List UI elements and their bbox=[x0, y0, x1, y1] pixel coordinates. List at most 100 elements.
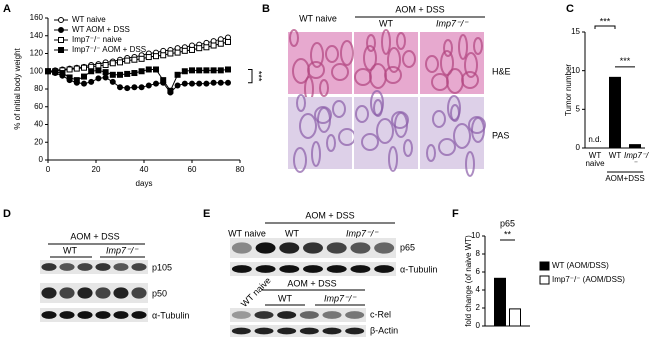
y-axis-label: % of initial body weight bbox=[13, 48, 22, 130]
band-label: p105 bbox=[152, 262, 172, 272]
marker bbox=[145, 54, 152, 61]
marker bbox=[73, 77, 80, 84]
marker bbox=[203, 44, 210, 51]
tissue bbox=[381, 29, 391, 55]
marker bbox=[145, 82, 152, 89]
marker bbox=[217, 40, 224, 47]
blot-band bbox=[299, 311, 319, 319]
marker bbox=[189, 80, 195, 87]
marker bbox=[58, 37, 64, 43]
y-tick-label: 20 bbox=[34, 137, 43, 146]
blot-band bbox=[326, 242, 347, 254]
tissue bbox=[363, 45, 377, 71]
bar bbox=[494, 277, 506, 327]
marker bbox=[225, 66, 231, 73]
band-label: c-Rel bbox=[370, 309, 391, 319]
group-header: AOM + DSS bbox=[287, 278, 336, 288]
blot-band bbox=[326, 265, 347, 273]
legend-label: Imp7⁻/⁻ (AOM/DSS) bbox=[552, 275, 625, 284]
band-label: p65 bbox=[400, 242, 415, 252]
marker bbox=[210, 67, 217, 74]
marker bbox=[124, 70, 131, 77]
marker bbox=[167, 50, 174, 57]
marker bbox=[95, 67, 102, 74]
y-tick-label: 6 bbox=[476, 267, 481, 276]
bar bbox=[629, 144, 641, 148]
significance: *** bbox=[620, 56, 631, 66]
significance: *** bbox=[600, 16, 611, 26]
blot-band bbox=[113, 311, 129, 319]
blot-band bbox=[350, 265, 371, 273]
blot-band bbox=[41, 311, 57, 319]
tissue bbox=[468, 116, 486, 134]
blot-band bbox=[113, 263, 129, 271]
band-label: β-Actin bbox=[370, 325, 398, 335]
column-header: Imp7⁻/⁻ bbox=[324, 293, 357, 303]
marker bbox=[73, 65, 80, 72]
tissue bbox=[388, 146, 398, 172]
marker bbox=[153, 66, 159, 73]
marker bbox=[138, 55, 145, 62]
marker bbox=[167, 87, 174, 94]
blot-band bbox=[231, 327, 251, 335]
tissue bbox=[432, 110, 446, 128]
marker bbox=[109, 71, 116, 78]
column-header: WT bbox=[278, 293, 292, 303]
marker bbox=[210, 79, 217, 86]
y-tick-label: 0 bbox=[476, 321, 481, 330]
blot-band bbox=[41, 287, 57, 299]
panel-label: D bbox=[3, 208, 11, 220]
marker bbox=[225, 38, 231, 45]
marker bbox=[217, 79, 224, 86]
x-tick-label: 0 bbox=[46, 165, 51, 174]
marker bbox=[59, 70, 66, 77]
marker bbox=[131, 84, 138, 91]
marker bbox=[189, 67, 195, 74]
column-header: WT bbox=[63, 245, 77, 255]
marker bbox=[102, 74, 109, 81]
tissue bbox=[453, 123, 471, 149]
row-label: H&E bbox=[492, 66, 511, 76]
tissue bbox=[311, 141, 321, 167]
blot-band bbox=[374, 242, 395, 254]
blot-band bbox=[255, 242, 276, 254]
blot-band bbox=[350, 242, 371, 254]
marker bbox=[124, 85, 131, 92]
marker bbox=[181, 47, 188, 54]
tissue bbox=[438, 138, 456, 156]
tissue bbox=[299, 113, 317, 139]
column-header: WT naive bbox=[228, 228, 266, 238]
tissue bbox=[296, 94, 306, 112]
y-tick-label: 0 bbox=[39, 155, 44, 164]
tissue bbox=[361, 133, 379, 151]
marker bbox=[58, 17, 64, 23]
x-tick-label: 60 bbox=[188, 165, 197, 174]
blot-band bbox=[279, 265, 300, 273]
x-tick-label: Imp7⁻/⁻ bbox=[624, 151, 649, 168]
blot-band bbox=[77, 263, 93, 271]
y-tick-label: 10 bbox=[471, 231, 480, 240]
panel-label: B bbox=[262, 3, 270, 15]
y-tick-label: 4 bbox=[476, 285, 481, 294]
marker bbox=[66, 74, 73, 81]
panel-label: F bbox=[452, 208, 459, 220]
y-tick-label: 15 bbox=[571, 27, 580, 36]
column-header: WT bbox=[285, 228, 299, 238]
marker bbox=[138, 68, 145, 75]
annotation: n.d. bbox=[588, 135, 601, 144]
marker bbox=[124, 57, 131, 64]
blot-band bbox=[113, 287, 129, 299]
y-tick-label: 80 bbox=[34, 84, 43, 93]
marker bbox=[95, 75, 102, 82]
micrograph bbox=[354, 97, 418, 169]
column-header: WT naive bbox=[239, 275, 273, 309]
y-tick-label: 2 bbox=[476, 303, 481, 312]
blot-band bbox=[299, 327, 319, 335]
marker bbox=[45, 68, 51, 75]
significance-bracket bbox=[248, 68, 253, 84]
chart-title: p65 bbox=[500, 218, 515, 228]
tissue bbox=[384, 66, 402, 84]
blot-band bbox=[279, 242, 300, 254]
blot-band bbox=[59, 311, 75, 319]
tissue bbox=[387, 47, 401, 73]
